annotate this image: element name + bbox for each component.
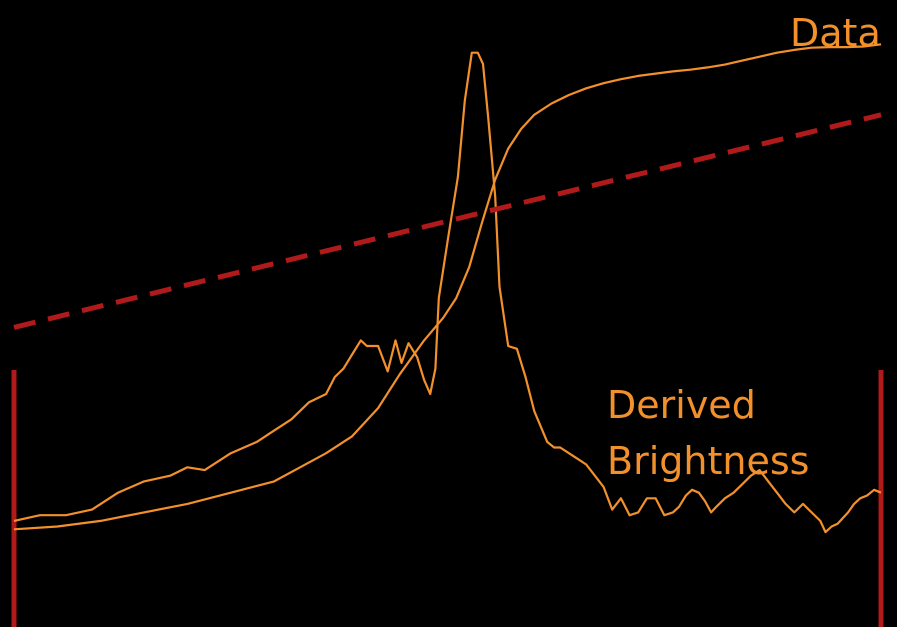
derived-brightness-line (13, 43, 882, 531)
dashed-trend-line (13, 112, 882, 330)
data-label: Data (790, 11, 881, 55)
chart-marks (11, 43, 884, 627)
derived-label-line2: Brightness (607, 439, 809, 483)
derived-label-line1: Derived (607, 383, 756, 427)
data-series-line (13, 51, 882, 534)
